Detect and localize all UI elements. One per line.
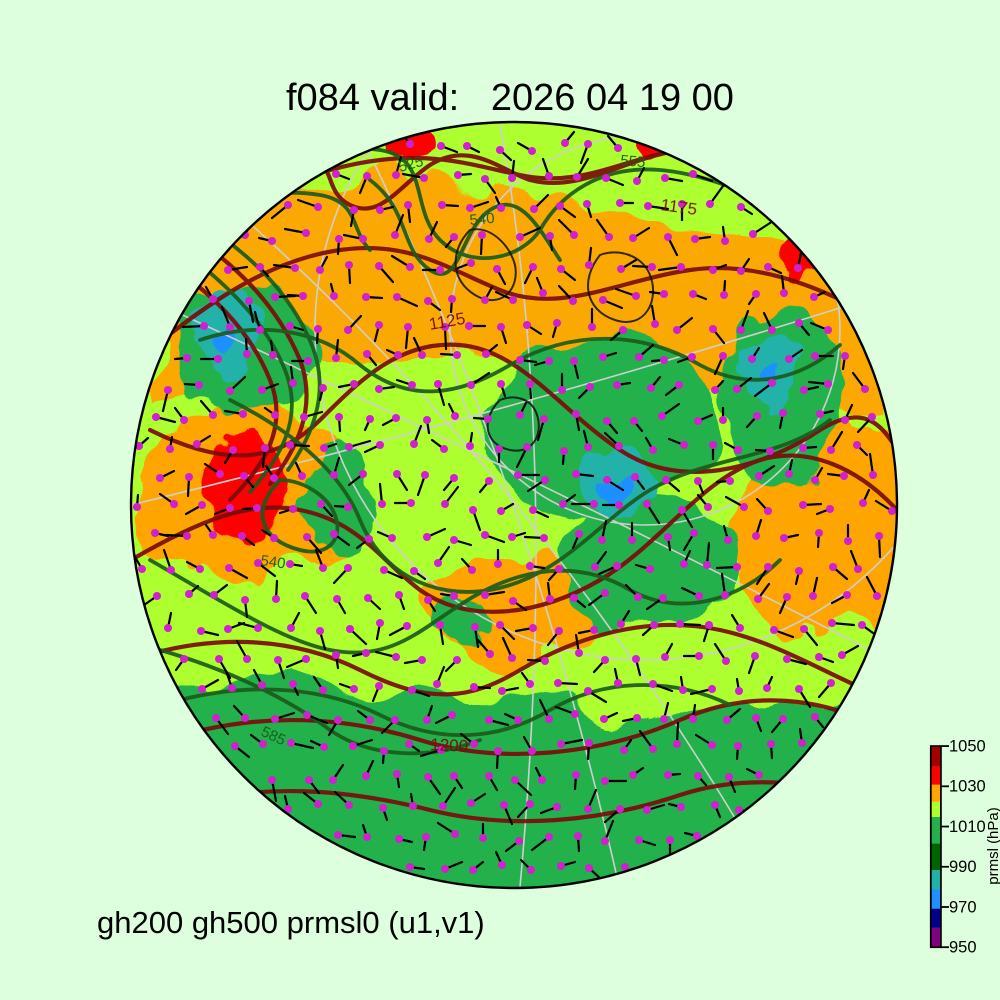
svg-text:540: 540 xyxy=(259,552,286,572)
svg-text:540: 540 xyxy=(469,210,495,229)
svg-text:1010: 1010 xyxy=(949,818,986,836)
svg-text:1200: 1200 xyxy=(430,735,469,756)
svg-text:950: 950 xyxy=(949,939,977,957)
svg-text:1030: 1030 xyxy=(949,778,986,796)
svg-text:prmsl (hPa): prmsl (hPa) xyxy=(985,807,1000,885)
svg-text:555: 555 xyxy=(620,152,646,171)
svg-text:970: 970 xyxy=(949,898,977,916)
svg-text:1225: 1225 xyxy=(300,870,338,890)
svg-text:1050: 1050 xyxy=(949,738,986,756)
svg-text:990: 990 xyxy=(949,858,977,876)
